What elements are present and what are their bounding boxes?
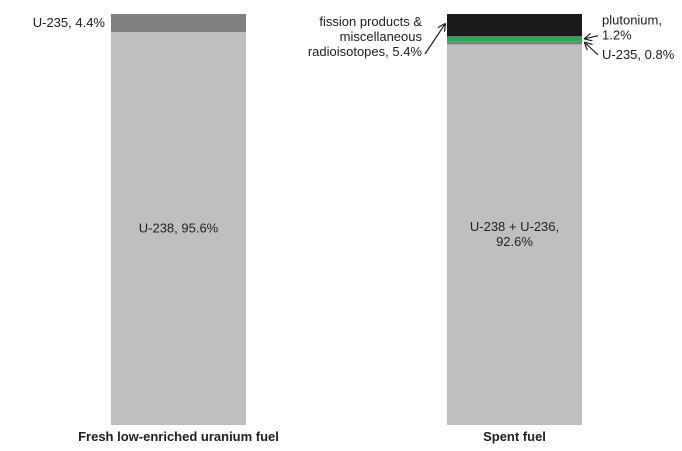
segment-label-1-1-arrow [585,43,599,56]
segment-label-0-0-line: U-238, 95.6% [139,221,219,236]
segment-label-1-0-line: U-238 + U-236, [470,219,559,234]
bar-segment-1-0 [447,44,582,425]
category-labels: Fresh low-enriched uranium fuel Spent fue… [78,429,546,444]
segment-label-1-2-arrow [585,36,599,39]
bar-segment-0-0 [111,32,246,426]
bar-segment-1-1 [447,41,582,45]
segment-label-1-3-line: miscellaneous [340,29,423,44]
category-label-1: Spent fuel [483,429,546,444]
segment-label-1-3-arrow [424,24,445,55]
segment-label-1-3: fission products & miscellaneous radioisot… [308,14,423,59]
segment-label-1-3-line: fission products & [319,14,422,29]
segment-label-1-2-line: 1.2% [602,28,632,43]
segment-label-1-2-line: plutonium, [602,13,662,28]
segment-label-0-1: U-235, 4.4% [33,15,106,30]
bar-segment-1-2 [447,36,582,42]
bar-segment-1-3 [447,14,582,37]
category-label-0: Fresh low-enriched uranium fuel [78,429,279,444]
bar-segment-0-1 [111,14,246,33]
labels-layer: U-238, 95.6% U-235, 4.4% U-238 + U-236, 92.… [33,13,675,250]
segment-label-1-1-line: U-235, 0.8% [602,47,675,62]
segment-label-1-1: U-235, 0.8% [602,47,675,62]
segment-label-0-0: U-238, 95.6% [139,221,219,236]
segment-label-1-3-line: radioisotopes, 5.4% [308,44,423,59]
segment-label-1-2: plutonium, 1.2% [602,13,662,43]
segment-label-0-1-line: U-235, 4.4% [33,15,106,30]
bars-layer [111,14,582,426]
segment-label-1-0-line: 92.6% [496,234,533,249]
segment-label-1-0: U-238 + U-236, 92.6% [470,219,559,249]
